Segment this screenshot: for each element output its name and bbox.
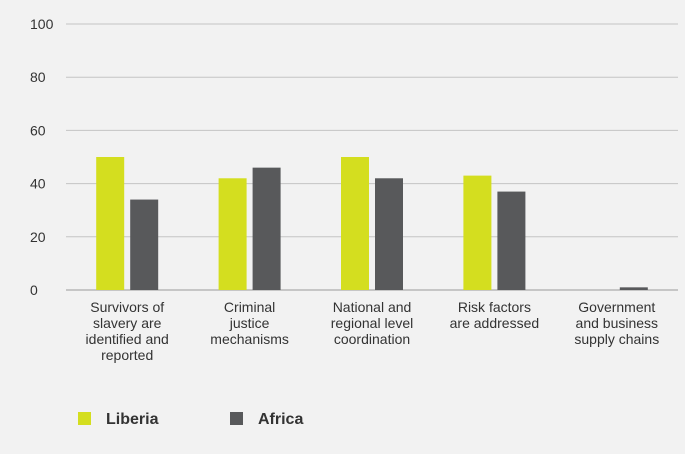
y-tick-label: 80	[30, 69, 46, 85]
legend-swatch-africa	[230, 412, 243, 425]
y-tick-label: 100	[30, 16, 54, 32]
x-category-label: Risk factors are addressed	[450, 299, 540, 331]
x-category-label: National and regional level coordination	[331, 299, 414, 347]
bar-africa-0	[130, 199, 159, 290]
bar-liberia-2	[341, 157, 369, 290]
y-axis-ticks: 0 20 40 60 80 100	[30, 16, 54, 298]
gridlines	[66, 23, 678, 291]
y-tick-label: 40	[30, 176, 46, 192]
legend: Liberia Africa	[78, 411, 303, 428]
bar-liberia-1	[218, 178, 247, 290]
page-edge	[685, 0, 693, 454]
bar-africa-4	[619, 287, 648, 290]
bar-liberia-0	[96, 157, 125, 290]
legend-label-africa: Africa	[258, 411, 303, 428]
x-category-label: Survivors of slavery are identified and rep…	[86, 299, 169, 363]
legend-label-liberia: Liberia	[106, 411, 159, 428]
x-category-label: Government and business supply chains	[574, 299, 659, 347]
x-axis-labels: Survivors of slavery are identified and rep…	[86, 299, 660, 363]
bars	[96, 157, 648, 290]
x-category-label: Criminal justice mechanisms	[210, 299, 289, 347]
legend-swatch-liberia	[78, 412, 91, 425]
y-tick-label: 0	[30, 282, 38, 298]
bar-africa-2	[375, 178, 403, 290]
bar-africa-1	[252, 167, 281, 290]
bar-liberia-3	[463, 175, 492, 290]
y-tick-label: 60	[30, 122, 46, 138]
y-tick-label: 20	[30, 229, 46, 245]
bar-africa-3	[497, 191, 526, 290]
